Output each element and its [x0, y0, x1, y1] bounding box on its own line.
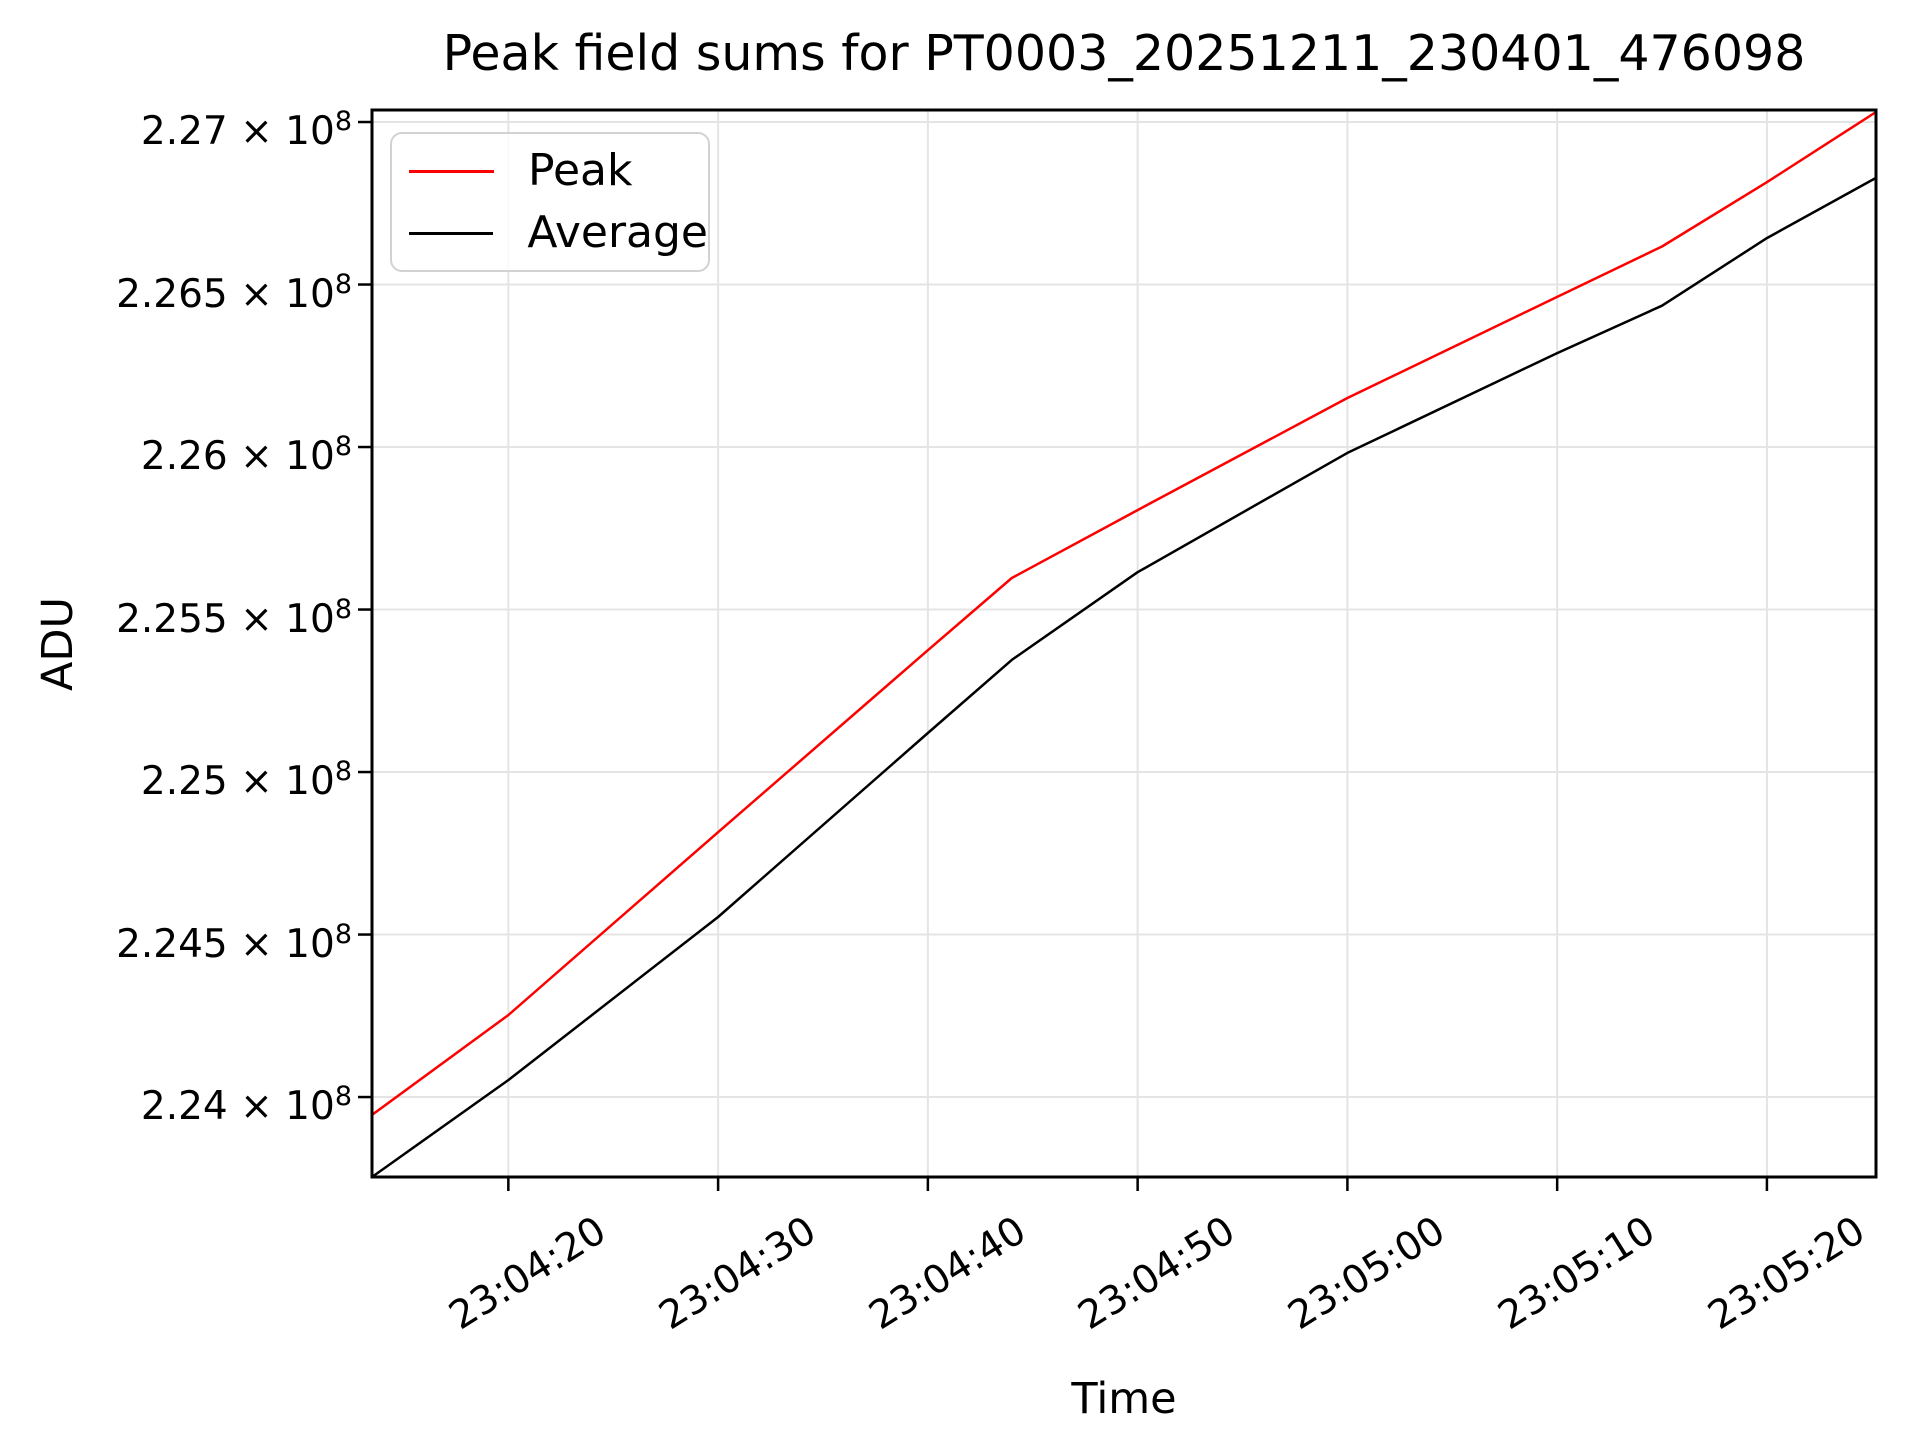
legend-label-average: Average — [527, 207, 708, 258]
y-tick-label: 2.26 × 108 — [140, 431, 352, 480]
y-tick-label: 2.265 × 108 — [116, 268, 352, 317]
y-tick-label: 2.255 × 108 — [116, 593, 352, 642]
legend-entry-average: Average — [409, 211, 708, 255]
legend-label-peak: Peak — [528, 145, 633, 196]
y-tick-label: 2.27 × 108 — [140, 106, 352, 155]
axes-spines — [370, 108, 1878, 1179]
series-line-average — [371, 176, 1877, 1179]
series-line-peak — [371, 110, 1877, 1116]
legend: Peak Average — [390, 132, 710, 272]
x-axis-label: Time — [1071, 1374, 1177, 1424]
legend-line-swatch-peak — [409, 169, 494, 173]
y-tick-label: 2.24 × 108 — [140, 1081, 352, 1130]
y-tick-label: 2.25 × 108 — [140, 756, 352, 805]
legend-line-swatch-average — [409, 231, 494, 235]
legend-entry-peak: Peak — [409, 149, 708, 193]
chart-title: Peak field sums for PT0003_20251211_2304… — [442, 25, 1806, 82]
y-axis-label: ADU — [33, 597, 83, 691]
y-tick-label: 2.245 × 108 — [116, 918, 352, 967]
